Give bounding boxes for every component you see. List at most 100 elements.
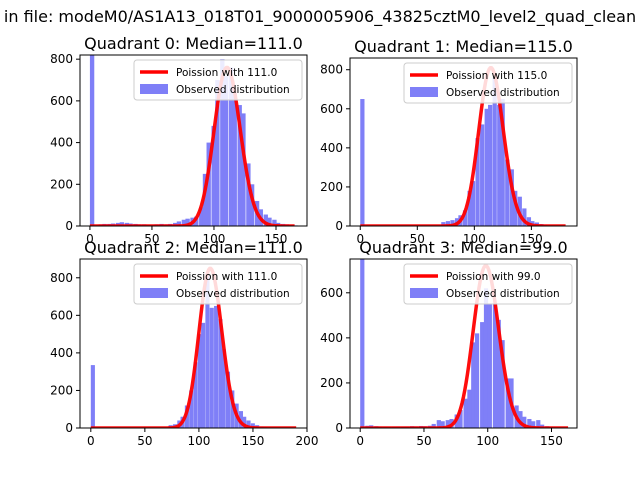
histogram-bar bbox=[211, 125, 216, 226]
x-tick-label: 150 bbox=[265, 232, 288, 246]
histogram-bar bbox=[470, 181, 476, 226]
x-tick-label: 100 bbox=[476, 434, 499, 448]
legend-patch-swatch bbox=[140, 288, 168, 298]
y-tick-label: 200 bbox=[320, 180, 343, 194]
y-tick-label: 600 bbox=[50, 308, 73, 322]
y-tick-label: 0 bbox=[335, 219, 343, 233]
histogram-bar bbox=[193, 362, 198, 428]
x-tick-label: 200 bbox=[296, 434, 319, 448]
subplot-title: Quadrant 0: Median=111.0 bbox=[84, 34, 303, 53]
x-tick-label: 150 bbox=[520, 232, 543, 246]
histogram-bar bbox=[272, 219, 277, 226]
legend-box bbox=[403, 62, 573, 104]
x-tick-label: 0 bbox=[356, 232, 364, 246]
histogram-bar bbox=[220, 59, 225, 226]
figure-suptitle: in file: modeM0/AS1A13_018T01_9000005906… bbox=[4, 7, 636, 27]
legend-label-observed: Observed distribution bbox=[446, 288, 560, 300]
histogram-bar bbox=[225, 371, 231, 428]
histogram-bar bbox=[242, 416, 247, 428]
histogram-bar bbox=[487, 304, 492, 428]
legend-box bbox=[133, 263, 303, 305]
histogram-bar bbox=[492, 304, 498, 428]
histogram-bar bbox=[492, 77, 497, 226]
x-tick-label: 150 bbox=[540, 434, 563, 448]
histogram-bar bbox=[463, 398, 468, 428]
x-tick-label: 0 bbox=[356, 434, 364, 448]
histogram-bar bbox=[181, 219, 187, 226]
y-tick-label: 200 bbox=[320, 376, 343, 390]
histogram-bar bbox=[197, 334, 202, 428]
histogram-bar bbox=[205, 274, 210, 428]
y-tick-label: 400 bbox=[50, 346, 73, 360]
legend-box bbox=[403, 263, 573, 305]
subplot-0: Quadrant 0: Median=111.0 0 50 100 150 0 200 400… bbox=[50, 34, 308, 246]
histogram-bar bbox=[488, 104, 493, 226]
legend: Poission with 111.0 Observed distribution bbox=[133, 59, 303, 101]
histogram-bar bbox=[467, 190, 472, 226]
histogram-bar bbox=[246, 163, 251, 226]
y-tick-label: 600 bbox=[320, 102, 343, 116]
histogram-bar bbox=[360, 259, 365, 428]
y-tick-label: 800 bbox=[50, 271, 73, 285]
histogram-bar bbox=[202, 173, 208, 226]
histogram-bar bbox=[230, 390, 235, 428]
histogram-bar bbox=[237, 105, 242, 226]
y-tick-label: 600 bbox=[50, 94, 73, 108]
histogram-bar bbox=[480, 322, 485, 428]
histogram-bar bbox=[484, 108, 489, 226]
histogram-bar bbox=[209, 307, 214, 428]
poisson-fit-line bbox=[359, 66, 567, 226]
subplot-2: Quadrant 2: Median=111.0 0 50 100 150 200 0 200… bbox=[50, 238, 318, 448]
histogram-bar bbox=[480, 124, 485, 226]
y-tick-label: 600 bbox=[320, 286, 343, 300]
histogram-bar bbox=[436, 420, 441, 428]
histogram-bar bbox=[221, 349, 226, 428]
y-tick-label: 200 bbox=[50, 177, 73, 191]
histogram-bar bbox=[497, 104, 502, 226]
subplot-3: Quadrant 3: Median=99.0 0 50 100 150 0 200 400 6… bbox=[320, 238, 578, 448]
histogram-bar bbox=[90, 365, 95, 428]
plot-area bbox=[359, 66, 567, 226]
histogram-bar bbox=[522, 416, 527, 428]
histogram-bar bbox=[505, 378, 510, 428]
subplot-title: Quadrant 2: Median=111.0 bbox=[84, 238, 303, 257]
histogram-bar bbox=[218, 319, 223, 428]
legend: Poission with 99.0 Observed distribution bbox=[403, 263, 573, 305]
histogram-bar bbox=[513, 190, 518, 226]
histogram-bar bbox=[232, 92, 237, 226]
histogram-bar bbox=[246, 420, 251, 428]
histogram-bar bbox=[496, 319, 501, 428]
histogram-bar bbox=[526, 217, 532, 226]
x-tick-label: 100 bbox=[187, 434, 210, 448]
histogram-bar bbox=[189, 390, 194, 428]
y-tick-label: 800 bbox=[50, 52, 73, 66]
x-tick-label: 150 bbox=[241, 434, 264, 448]
histogram-bar bbox=[500, 99, 505, 226]
legend: Poission with 115.0 Observed distribution bbox=[403, 62, 573, 104]
legend-box bbox=[133, 59, 303, 101]
plot-area bbox=[89, 55, 298, 226]
histogram-bar bbox=[462, 210, 468, 226]
histogram-bar bbox=[214, 305, 219, 428]
legend-label-poisson: Poission with 99.0 bbox=[446, 271, 541, 283]
histogram-bar bbox=[531, 421, 536, 428]
histogram-bar bbox=[185, 218, 190, 226]
legend-label-observed: Observed distribution bbox=[176, 84, 290, 96]
histogram-bar bbox=[184, 405, 189, 428]
histogram-bar bbox=[201, 322, 206, 428]
subplot-title: Quadrant 3: Median=99.0 bbox=[359, 238, 567, 257]
histogram-bar bbox=[458, 409, 463, 428]
legend-patch-swatch bbox=[140, 84, 168, 94]
y-tick-label: 200 bbox=[50, 383, 73, 397]
y-tick-label: 0 bbox=[65, 421, 73, 435]
histogram-bar bbox=[119, 222, 125, 226]
histogram-bar bbox=[223, 75, 229, 226]
histogram-bar bbox=[199, 207, 204, 226]
histogram-bar bbox=[228, 67, 234, 226]
histogram-bar bbox=[267, 217, 272, 226]
x-tick-label: 100 bbox=[463, 232, 486, 246]
histogram-bar bbox=[263, 214, 268, 226]
histogram-bar bbox=[431, 423, 436, 428]
axes-frame bbox=[349, 57, 578, 227]
